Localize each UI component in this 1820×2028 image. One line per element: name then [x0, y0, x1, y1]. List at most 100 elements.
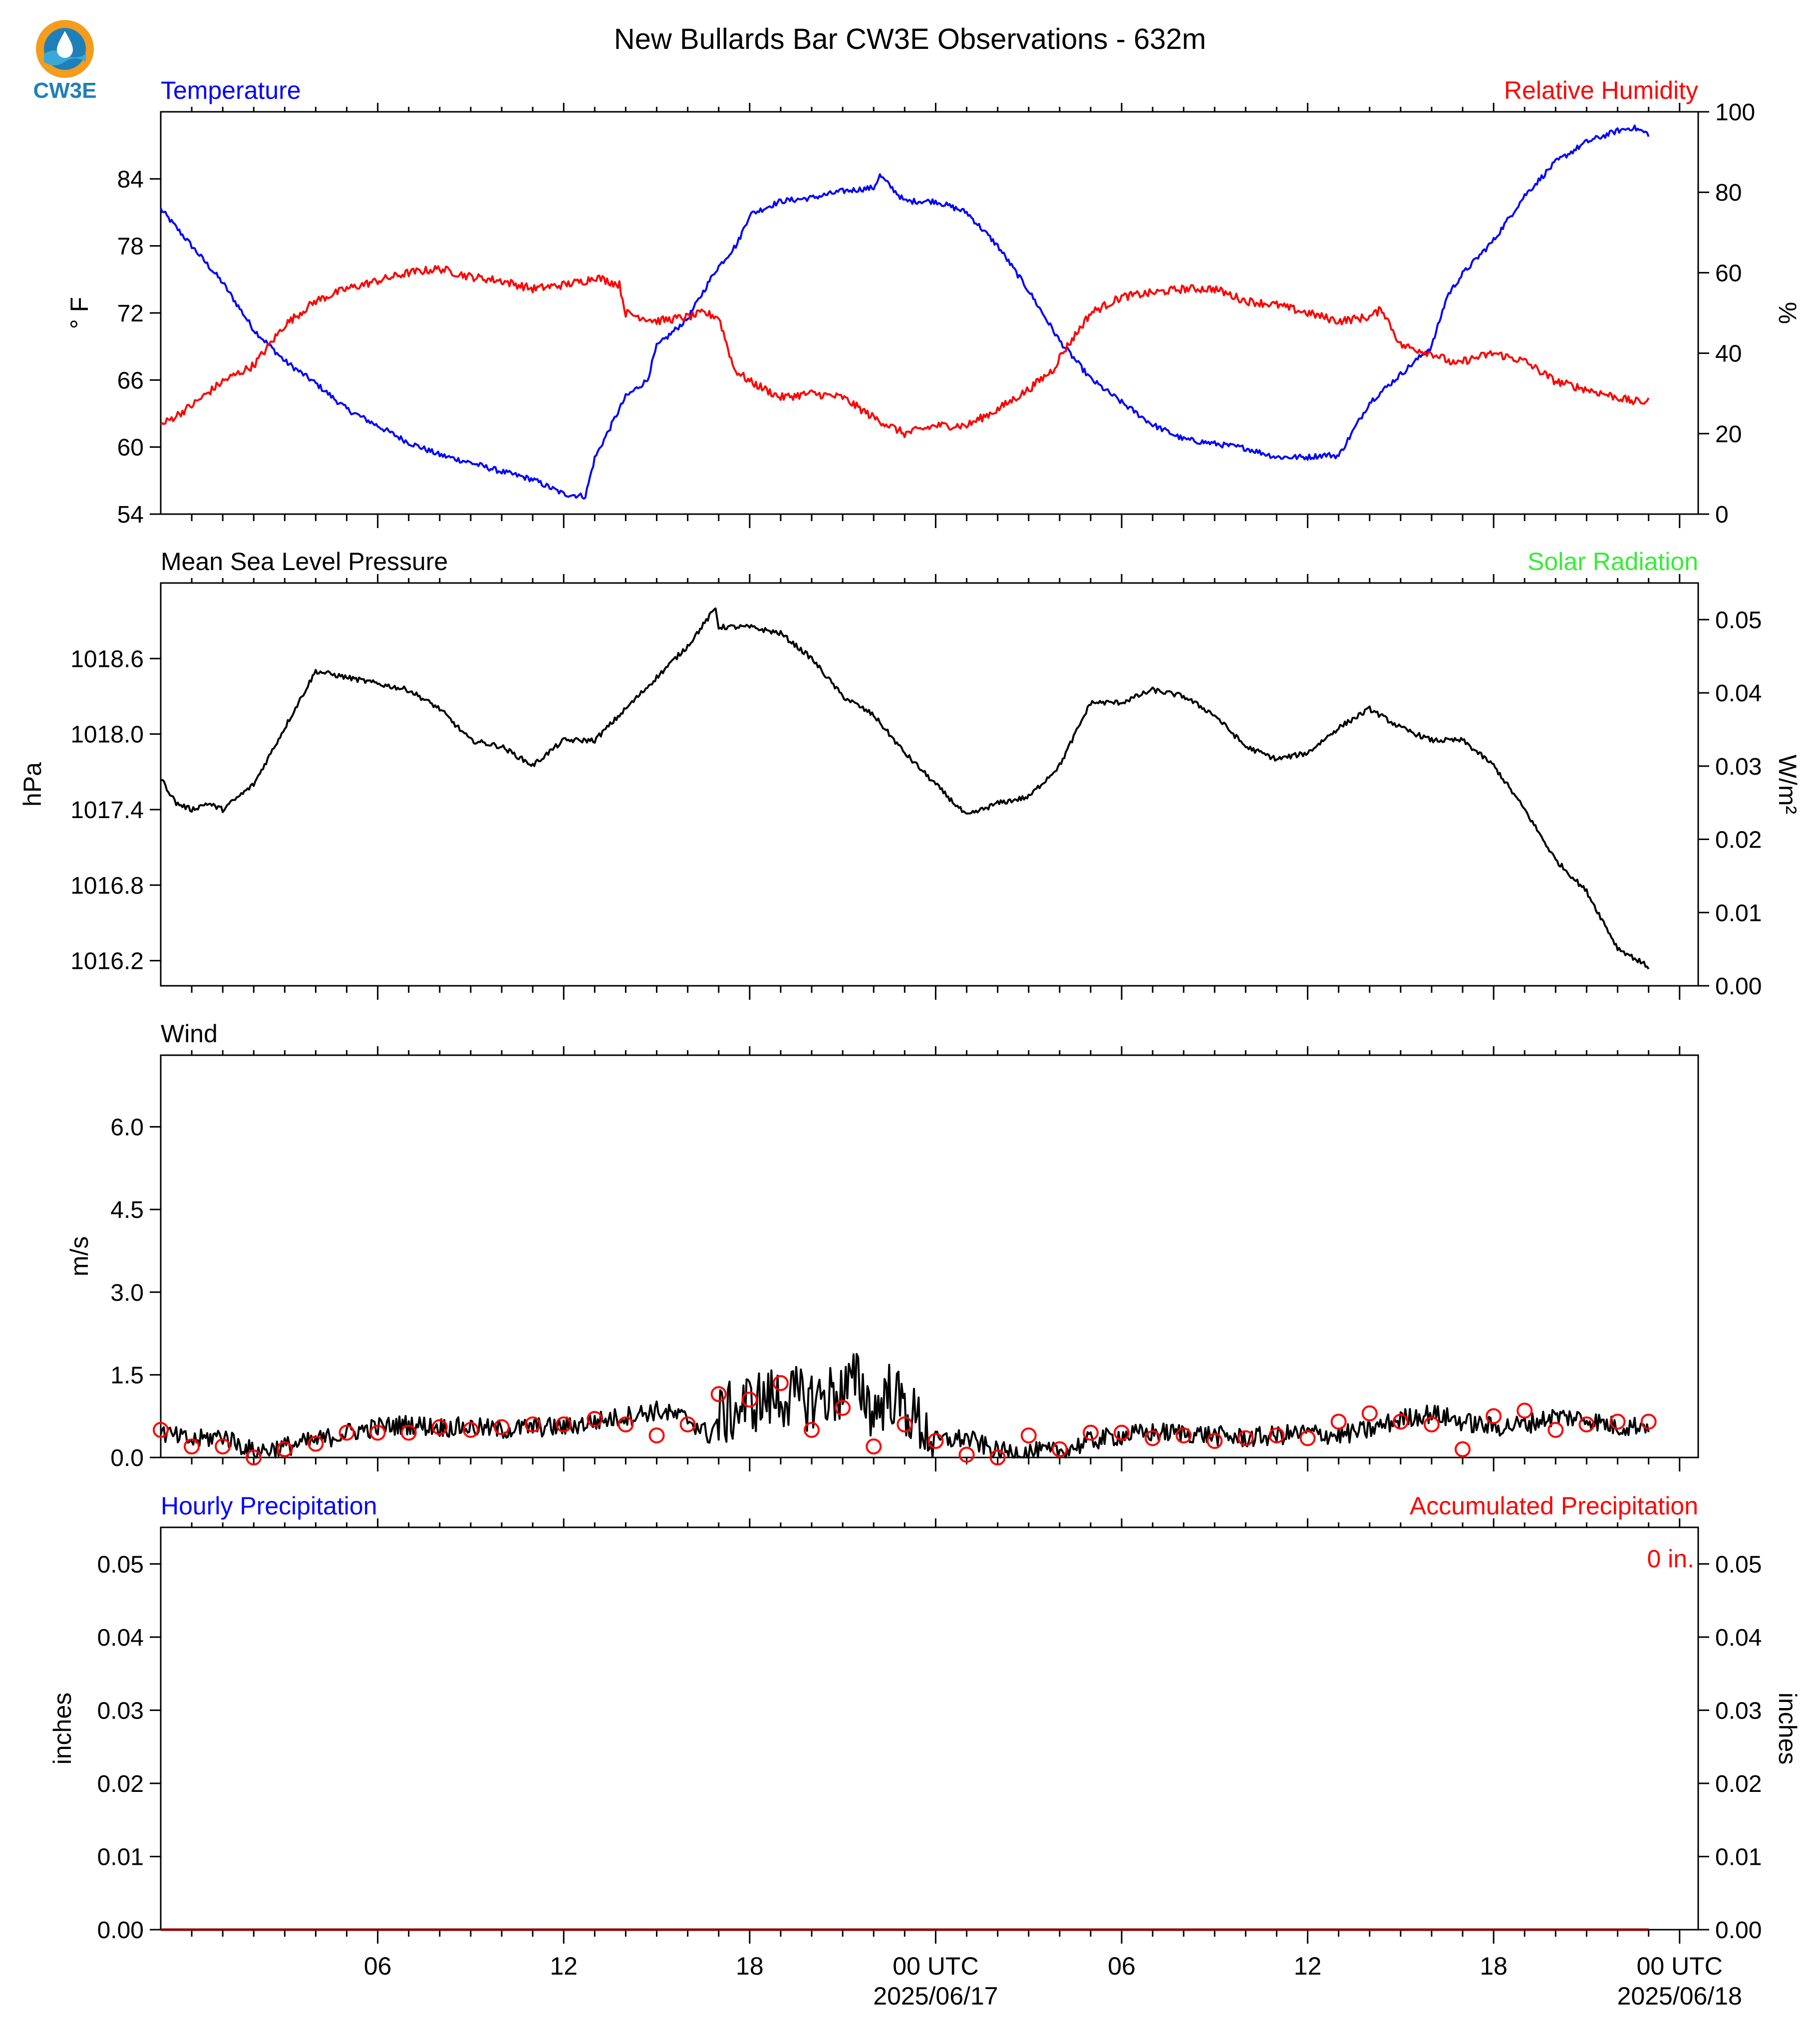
y2-axis-label: W/m²	[1774, 755, 1802, 814]
gust-marker	[369, 1425, 386, 1441]
plot-frame	[160, 582, 1699, 987]
gust-marker	[1392, 1414, 1409, 1430]
y2-tick-label: 0.05	[1715, 607, 1762, 633]
gust-marker	[556, 1416, 572, 1433]
y2-tick-label: 0.02	[1715, 827, 1762, 854]
y2-tick-label: 40	[1715, 341, 1742, 367]
gust-marker	[617, 1416, 634, 1433]
y2-tick-label: 0.04	[1715, 1625, 1762, 1651]
y2-tick-label: 0.01	[1715, 1844, 1762, 1870]
gust-marker	[1176, 1427, 1192, 1444]
gust-marker	[1082, 1425, 1099, 1441]
gust-marker	[804, 1422, 820, 1438]
accumulated-annotation: 0 in.	[1647, 1545, 1694, 1573]
gust-marker	[215, 1438, 231, 1454]
gust-marker	[927, 1433, 944, 1449]
y-tick-label: 0.04	[97, 1625, 144, 1651]
y-tick-label: 0.0	[110, 1445, 144, 1471]
y-tick-label: 66	[117, 367, 144, 394]
y-tick-label: 1018.6	[70, 646, 144, 672]
gust-marker	[1609, 1414, 1626, 1430]
y-tick-label: 0.03	[97, 1698, 144, 1724]
y2-tick-label: 20	[1715, 421, 1742, 448]
gust-marker	[277, 1441, 293, 1457]
gust-marker	[1051, 1441, 1068, 1457]
y-tick-label: 1016.2	[70, 948, 144, 975]
x-tick-label: 00 UTC	[893, 1952, 978, 1980]
x-tick-date-label: 2025/06/18	[1617, 1982, 1742, 2010]
gust-marker	[1207, 1433, 1223, 1449]
y-axis-label: m/s	[65, 1236, 93, 1277]
series-line-1	[160, 607, 1650, 970]
gust-marker	[741, 1392, 758, 1408]
gust-marker	[587, 1411, 603, 1427]
gust-marker	[246, 1449, 262, 1465]
gust-marker	[462, 1422, 479, 1438]
panel-4: Hourly Precipitation Accumulated Precipit…	[48, 1492, 1802, 2010]
panel-3: Wind 0.0 1.5 3.0 4.5 6.0 m/s	[65, 1020, 1699, 1471]
chart-title: New Bullards Bar CW3E Observations - 632…	[614, 23, 1206, 55]
y2-tick-label: 0.03	[1715, 1698, 1762, 1724]
panel-left-title: Temperature	[161, 76, 301, 104]
y-axis-label: hPa	[18, 762, 46, 807]
y2-tick-label: 80	[1715, 180, 1742, 206]
gust-marker	[772, 1375, 789, 1391]
y-tick-label: 60	[117, 435, 144, 461]
gust-marker	[1330, 1414, 1347, 1430]
gust-marker	[153, 1422, 169, 1438]
panel-right-title: Accumulated Precipitation	[1410, 1492, 1698, 1520]
y2-tick-label: 0.00	[1715, 973, 1762, 1000]
panel-left-title: Wind	[161, 1020, 218, 1048]
x-tick-label: 06	[364, 1952, 392, 1980]
gust-marker	[989, 1449, 1006, 1465]
y2-tick-label: 0.04	[1715, 680, 1762, 707]
plot-frame	[160, 1054, 1699, 1458]
gust-marker	[1237, 1430, 1254, 1447]
panels: Temperature Relative Humidity 54 60 66 72 78 84…	[18, 76, 1802, 2010]
gust-marker	[307, 1436, 324, 1452]
panel-left-title: Mean Sea Level Pressure	[161, 548, 448, 576]
y2-tick-label: 0	[1715, 502, 1729, 528]
y-tick-label: 72	[117, 300, 144, 327]
panel-right-title: Relative Humidity	[1504, 76, 1698, 104]
y-tick-label: 6.0	[110, 1115, 144, 1141]
y-tick-label: 54	[117, 502, 144, 528]
logo-text: CW3E	[33, 78, 96, 103]
gust-marker	[525, 1416, 541, 1433]
x-tick-label: 12	[1294, 1952, 1322, 1980]
gust-marker	[1020, 1427, 1037, 1444]
gust-marker	[1547, 1422, 1564, 1438]
y-tick-label: 1017.4	[70, 797, 144, 824]
series-line-2	[160, 265, 1650, 438]
x-tick-label: 18	[736, 1952, 764, 1980]
gust-marker	[494, 1419, 510, 1436]
gust-marker	[1486, 1408, 1502, 1425]
gust-marker	[184, 1438, 200, 1454]
y-tick-label: 1016.8	[70, 872, 144, 899]
y-tick-label: 0.00	[97, 1917, 144, 1944]
gust-marker	[835, 1400, 851, 1416]
gust-marker	[431, 1419, 448, 1436]
x-tick-label: 06	[1108, 1952, 1136, 1980]
x-tick-label: 12	[550, 1952, 578, 1980]
x-tick-date-label: 2025/06/17	[873, 1982, 998, 2010]
gust-marker	[400, 1425, 417, 1441]
y-tick-label: 84	[117, 166, 144, 193]
gust-marker	[1361, 1405, 1378, 1422]
gust-marker	[1517, 1403, 1533, 1419]
y2-axis-label: inches	[1774, 1693, 1802, 1765]
gust-marker	[679, 1416, 696, 1433]
gust-marker	[866, 1438, 882, 1454]
gust-marker	[1578, 1416, 1595, 1433]
y-tick-label: 0.05	[97, 1551, 144, 1578]
gust-marker	[1423, 1416, 1440, 1433]
gust-marker	[1268, 1427, 1285, 1444]
y2-tick-label: 0.05	[1715, 1551, 1762, 1578]
y2-tick-label: 0.03	[1715, 754, 1762, 780]
gust-marker	[710, 1386, 727, 1403]
y2-tick-label: 0.00	[1715, 1917, 1762, 1944]
series-line-1	[160, 1353, 1650, 1458]
y-tick-label: 78	[117, 234, 144, 260]
gust-marker	[1640, 1414, 1657, 1430]
